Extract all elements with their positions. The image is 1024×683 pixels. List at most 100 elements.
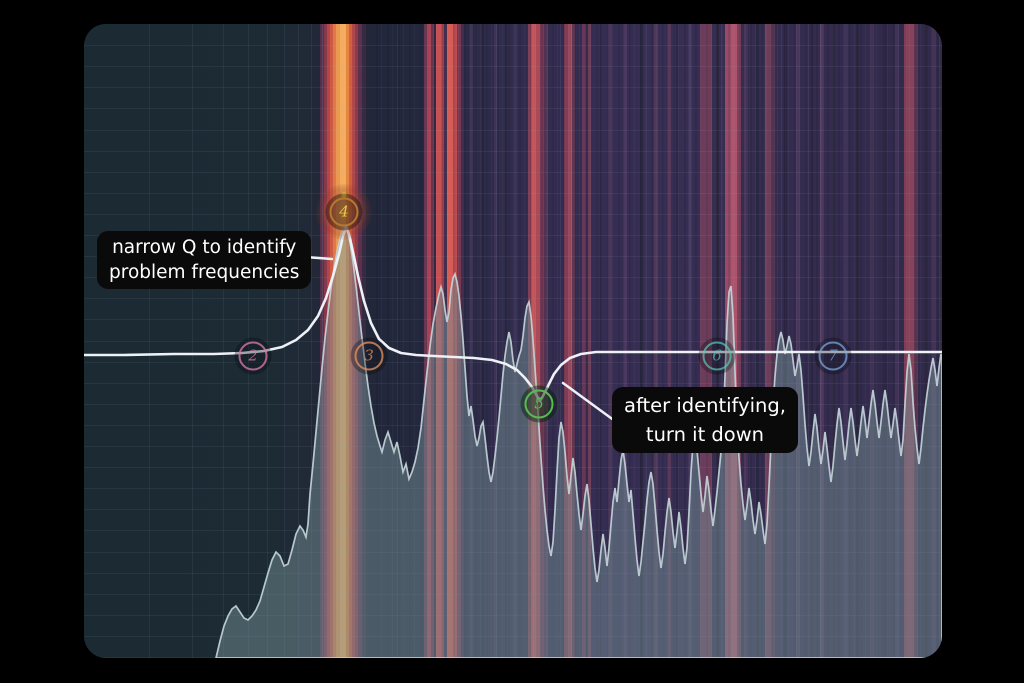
band-4-peak-dot: [341, 192, 347, 198]
grid-line-horizontal: [84, 66, 942, 68]
band-5-ring: 5: [524, 389, 554, 419]
grid-line-horizontal: [84, 340, 942, 342]
grid-line-vertical: [547, 24, 548, 658]
grid-line-vertical: [938, 24, 940, 658]
spectrogram-stripe: [424, 24, 427, 658]
grid-line-vertical: [894, 24, 896, 658]
grid-line-vertical: [397, 24, 399, 658]
grid-line-horizontal: [84, 256, 942, 258]
grid-line-vertical: [744, 24, 746, 658]
note-narrow-q-line-1: narrow Q to identify: [112, 237, 297, 258]
grid-line-vertical: [496, 24, 498, 658]
grid-line-vertical: [247, 24, 249, 658]
note-turn-down: after identifying, turn it down: [612, 387, 798, 453]
spectrogram-stripe: [482, 24, 484, 658]
grid-line-vertical: [192, 24, 194, 658]
grid-line-horizontal: [84, 108, 942, 110]
grid-line-horizontal: [84, 319, 942, 321]
grid-line-vertical: [764, 24, 766, 658]
grid-line-vertical: [559, 24, 561, 658]
grid-line-horizontal: [84, 298, 942, 300]
spectrogram-stripe: [870, 24, 874, 658]
spectrogram-stripe: [765, 24, 771, 658]
spectrogram-stripe: [668, 24, 671, 658]
analyzer-and-curve: [84, 224, 942, 658]
spectrogram-stripe: [600, 24, 602, 658]
band-3-ring: 3: [354, 341, 384, 371]
grid-line-horizontal: [84, 87, 942, 89]
spectrogram-stripe: [572, 24, 575, 658]
grid-line-vertical: [515, 24, 517, 658]
eq-band-handles: 2 3 4 5 6 7: [84, 24, 942, 658]
spectrogram-stripe: [810, 24, 813, 658]
spectrogram-stripe: [640, 24, 643, 658]
grid-line-horizontal: [84, 129, 942, 131]
grid-line-vertical: [223, 24, 225, 658]
note-narrow-q: narrow Q to identify problem frequencies: [97, 231, 312, 289]
grid-line-vertical: [689, 24, 691, 658]
spectrogram-stripe: [362, 24, 366, 658]
grid-line-vertical: [795, 24, 797, 658]
spectrogram-stripe: [624, 24, 627, 658]
eq-band-handle-3[interactable]: 3: [354, 341, 384, 371]
spectrogram-stripe: [820, 24, 824, 658]
spectrogram-stripe: [924, 24, 927, 658]
spectrogram-stripe: [564, 24, 568, 658]
spectrogram-stripe: [514, 24, 516, 658]
spectrogram-stripe: [844, 24, 848, 658]
eq-band-handle-5[interactable]: 5: [524, 389, 554, 419]
spectrogram-stripe: [744, 24, 748, 658]
grid-line-horizontal: [84, 235, 942, 236]
grid-line-horizontal: [84, 171, 942, 173]
grid-line-vertical: [472, 24, 474, 658]
eq-display[interactable]: 2 3 4 5 6 7 narrow Q to identify problem freq…: [84, 24, 942, 658]
grid-line-vertical: [322, 24, 324, 658]
grid-line-horizontal: [84, 213, 942, 215]
spectrogram-stripe: [505, 24, 507, 658]
spectrogram-stripe: [737, 24, 741, 658]
note-turn-down-line-1: after identifying,: [624, 394, 786, 417]
eq-band-handle-7[interactable]: 7: [818, 341, 848, 371]
spectrogram-stripe: [904, 24, 914, 658]
eq-curve: [84, 225, 942, 403]
grid-line-horizontal: [84, 192, 942, 194]
grid-line-vertical: [283, 24, 285, 658]
band-7-ring: 7: [818, 341, 848, 371]
eq-band-handle-4[interactable]: 4: [329, 197, 359, 227]
spectrogram-stripe: [784, 24, 787, 658]
grid-line-vertical: [148, 24, 150, 658]
band-6-ring: 6: [702, 341, 732, 371]
spectrogram-stripe: [932, 24, 936, 658]
grid-line-horizontal: [84, 277, 942, 279]
grid-line-horizontal: [84, 45, 942, 47]
spectrogram-stripe: [914, 24, 918, 658]
band-4-ring: 4: [329, 197, 359, 227]
spectrogram-stripe: [568, 24, 572, 658]
grid-line-vertical: [571, 24, 573, 658]
spectrogram-stripe: [320, 24, 324, 658]
spectrogram-stripe: [494, 24, 497, 658]
spectrogram-stripe: [771, 24, 775, 658]
grid-line-vertical: [267, 24, 269, 658]
spectrogram-stripe: [832, 24, 835, 658]
spectrogram-stripe: [544, 24, 548, 658]
spectrogram-stripe: [654, 24, 658, 658]
eq-band-handle-6[interactable]: 6: [702, 341, 732, 371]
spectrum-analyzer-fill: [215, 224, 942, 658]
spectrogram-stripe: [688, 24, 692, 658]
spectrogram-stripe: [796, 24, 800, 658]
grid-line-vertical: [808, 24, 810, 658]
spectrogram-stripe: [536, 24, 540, 658]
note-narrow-q-line-2: problem frequencies: [109, 262, 300, 283]
spectrogram-stripe: [427, 24, 431, 658]
eq-band-handle-2[interactable]: 2: [238, 341, 268, 371]
spectrogram-stripe: [896, 24, 899, 658]
grid-line-horizontal: [84, 150, 942, 152]
spectrogram-stripe: [582, 24, 586, 658]
grid-line-vertical: [311, 24, 312, 658]
grid-line-vertical: [298, 24, 300, 658]
spectrogram-stripe: [716, 24, 719, 658]
note-turn-down-line-2: turn it down: [645, 423, 765, 446]
spectrogram-stripe: [608, 24, 612, 658]
